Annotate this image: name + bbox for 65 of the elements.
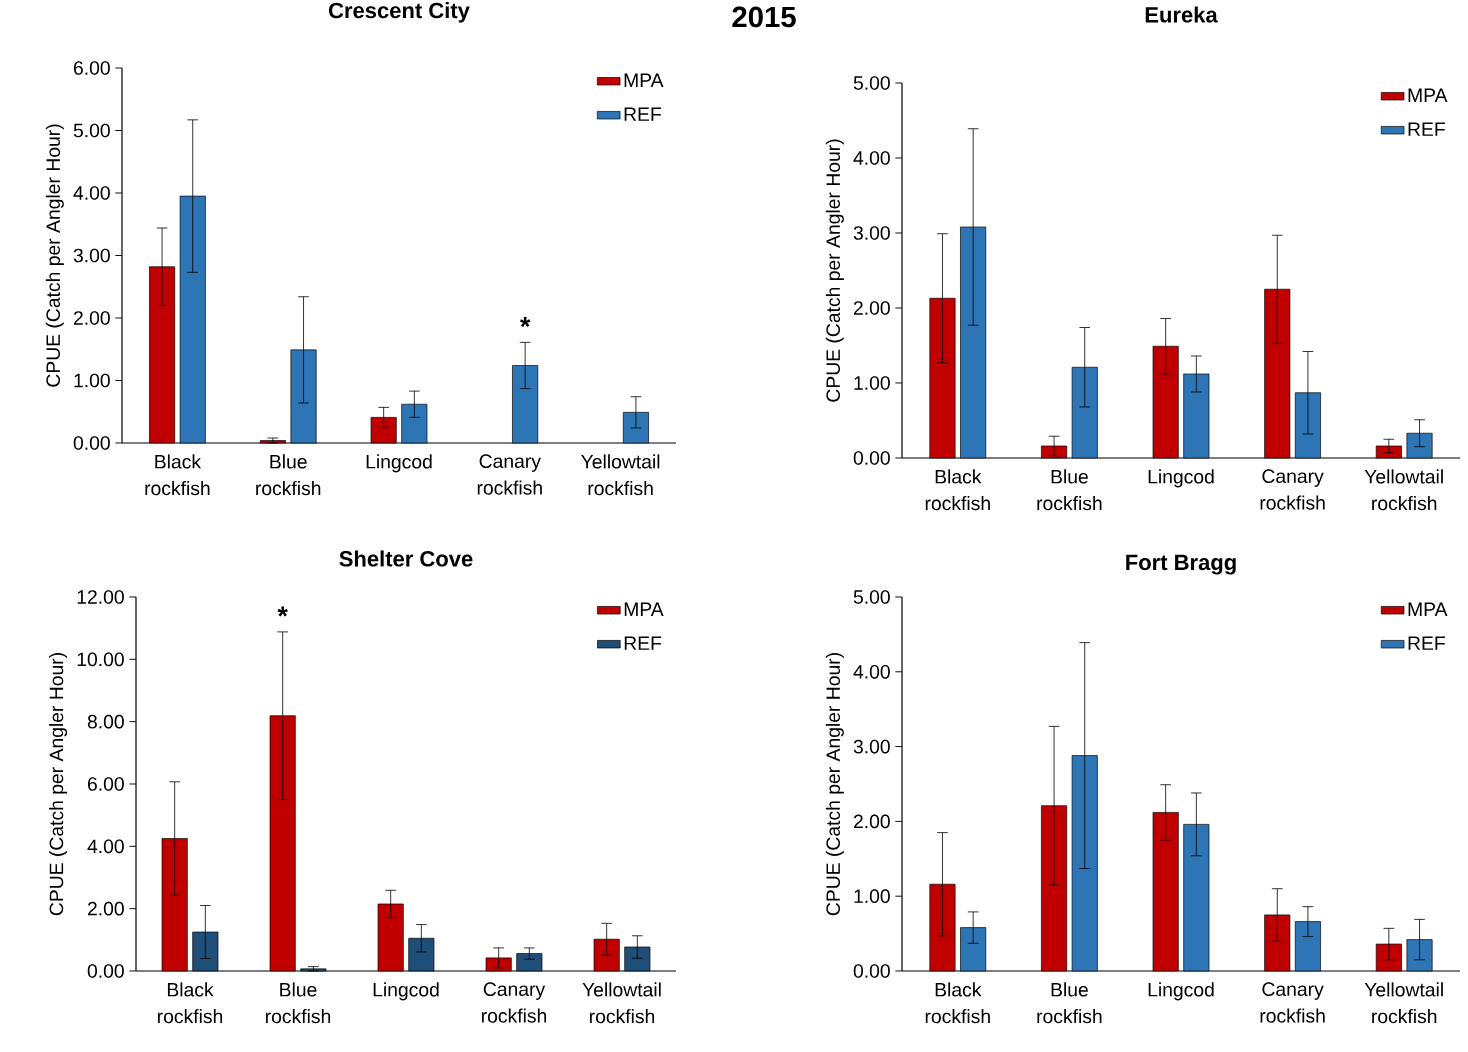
y-tick-label: 4.00 xyxy=(73,186,110,200)
y-tick-label: 2.00 xyxy=(853,814,890,829)
chart-title: Shelter Cove xyxy=(339,550,473,567)
legend-label: REF xyxy=(624,636,662,650)
y-tick-label: 1.00 xyxy=(74,373,110,388)
y-tick-label: 6.00 xyxy=(73,61,110,75)
y-tick-label: 3.00 xyxy=(853,739,890,754)
y-tick-label: 12.00 xyxy=(77,590,124,604)
x-tick-label: Canary rockfish xyxy=(1260,982,1325,1023)
y-tick-label: 0.00 xyxy=(853,451,890,465)
y-tick-label: 10.00 xyxy=(77,652,124,667)
x-tick-label: Yellowtail rockfish xyxy=(1364,982,1443,1024)
legend-label: MPA xyxy=(1408,88,1448,102)
x-tick-label: Canary rockfish xyxy=(477,454,542,495)
y-tick-label: 4.00 xyxy=(87,839,124,854)
legend-label: REF xyxy=(1408,122,1445,136)
annotation: * xyxy=(277,606,288,617)
x-tick-label: Black rockfish xyxy=(157,982,223,1024)
y-tick-label: 3.00 xyxy=(853,226,890,240)
legend-label: MPA xyxy=(1408,602,1448,616)
chart-title: Eureka xyxy=(1145,6,1218,23)
y-tick-label: 1.00 xyxy=(854,376,890,390)
x-tick-label: Canary rockfish xyxy=(1260,469,1325,510)
annotation: * xyxy=(520,317,531,327)
y-axis-title: CPUE (Catch per Angler Hour) xyxy=(825,139,844,402)
y-tick-label: 3.00 xyxy=(73,248,110,263)
x-tick-label: Yellowtail rockfish xyxy=(581,454,660,496)
x-tick-label: Lingcod xyxy=(1148,469,1214,488)
y-axis-title: CPUE (Catch per Angler Hour) xyxy=(49,653,68,916)
y-tick-label: 6.00 xyxy=(87,777,124,791)
y-tick-label: 0.00 xyxy=(853,964,890,978)
x-tick-label: Blue rockfish xyxy=(265,982,331,1024)
y-tick-label: 5.00 xyxy=(853,590,890,604)
x-tick-label: Canary rockfish xyxy=(481,982,547,1023)
legend-label: MPA xyxy=(624,73,664,87)
y-tick-label: 1.00 xyxy=(854,889,890,904)
y-tick-label: 5.00 xyxy=(73,123,110,138)
x-tick-label: Lingcod xyxy=(366,454,432,473)
x-tick-label: Yellowtail rockfish xyxy=(582,982,661,1024)
x-tick-label: Blue rockfish xyxy=(256,454,321,496)
y-tick-label: 5.00 xyxy=(853,76,890,90)
x-tick-label: Blue rockfish xyxy=(1037,469,1102,511)
x-tick-label: Blue rockfish xyxy=(1037,982,1102,1024)
text: 2015 xyxy=(732,6,796,28)
x-tick-label: Yellowtail rockfish xyxy=(1364,469,1443,511)
legend-label: REF xyxy=(1408,636,1445,650)
legend-label: REF xyxy=(624,107,661,121)
x-tick-label: Black rockfish xyxy=(925,982,990,1024)
y-tick-label: 2.00 xyxy=(87,901,124,916)
x-tick-label: Black rockfish xyxy=(925,469,990,511)
y-tick-label: 2.00 xyxy=(853,301,890,315)
x-tick-label: Black rockfish xyxy=(145,454,210,496)
y-tick-label: 2.00 xyxy=(73,311,110,325)
legend-label: MPA xyxy=(624,602,664,616)
y-axis-title: CPUE (Catch per Angler Hour) xyxy=(825,653,844,916)
x-tick-label: Lingcod xyxy=(373,982,439,1001)
y-axis-title: CPUE (Catch per Angler Hour) xyxy=(45,124,64,387)
chart-title: Fort Bragg xyxy=(1126,554,1236,575)
y-tick-label: 0.00 xyxy=(73,436,110,450)
y-tick-label: 8.00 xyxy=(87,714,124,729)
x-tick-label: Lingcod xyxy=(1148,982,1214,1001)
chart-title: Crescent City xyxy=(328,2,470,23)
y-tick-label: 0.00 xyxy=(87,964,124,978)
y-tick-label: 4.00 xyxy=(853,664,890,679)
y-tick-label: 4.00 xyxy=(853,151,890,165)
